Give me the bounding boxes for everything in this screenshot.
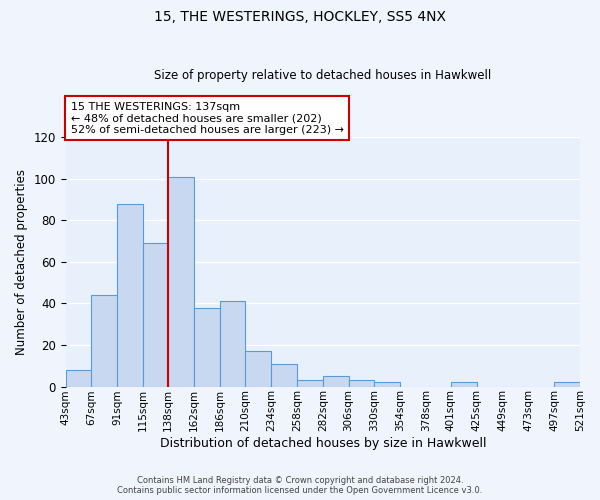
Bar [168, 177, 194, 386]
Bar [65, 370, 91, 386]
Text: Contains HM Land Registry data © Crown copyright and database right 2024.
Contai: Contains HM Land Registry data © Crown c… [118, 476, 482, 495]
Bar [194, 308, 220, 386]
Text: 15, THE WESTERINGS, HOCKLEY, SS5 4NX: 15, THE WESTERINGS, HOCKLEY, SS5 4NX [154, 10, 446, 24]
Text: 15 THE WESTERINGS: 137sqm
← 48% of detached houses are smaller (202)
52% of semi: 15 THE WESTERINGS: 137sqm ← 48% of detac… [71, 102, 344, 135]
Bar [323, 376, 349, 386]
Y-axis label: Number of detached properties: Number of detached properties [15, 169, 28, 355]
Bar [271, 364, 297, 386]
Bar [245, 351, 271, 386]
Title: Size of property relative to detached houses in Hawkwell: Size of property relative to detached ho… [154, 69, 491, 82]
Bar [143, 243, 168, 386]
X-axis label: Distribution of detached houses by size in Hawkwell: Distribution of detached houses by size … [160, 437, 486, 450]
Bar [118, 204, 143, 386]
Bar [554, 382, 580, 386]
Bar [91, 295, 118, 386]
Bar [374, 382, 400, 386]
Bar [349, 380, 374, 386]
Bar [451, 382, 477, 386]
Bar [297, 380, 323, 386]
Bar [220, 302, 245, 386]
